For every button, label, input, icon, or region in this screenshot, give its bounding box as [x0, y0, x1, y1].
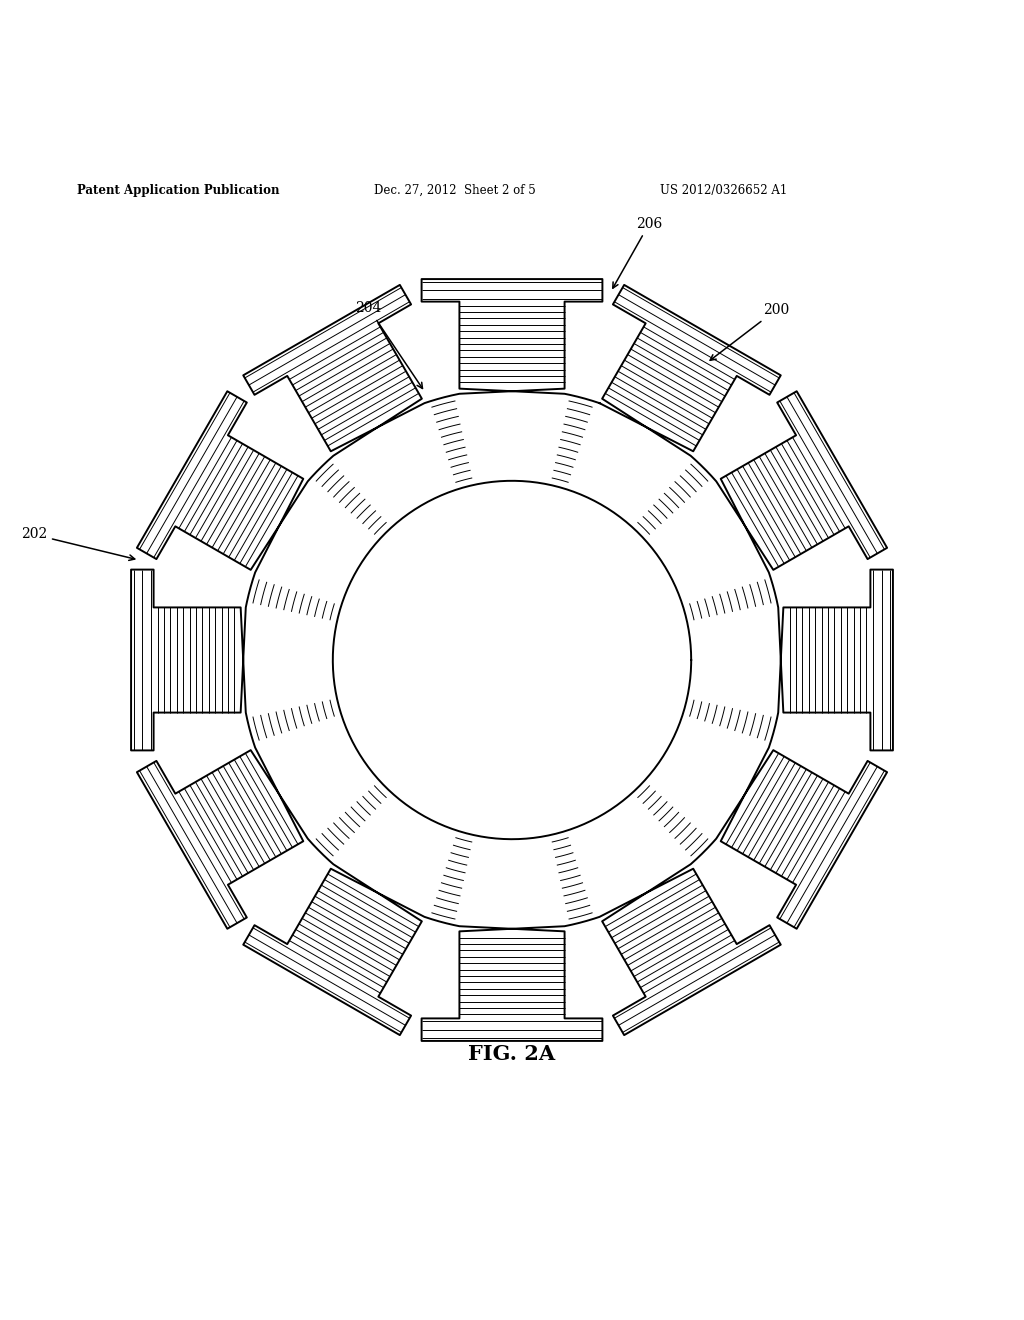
Text: Dec. 27, 2012  Sheet 2 of 5: Dec. 27, 2012 Sheet 2 of 5 [374, 183, 536, 197]
Text: US 2012/0326652 A1: US 2012/0326652 A1 [660, 183, 787, 197]
Text: 202: 202 [20, 528, 135, 561]
Text: FIG. 2A: FIG. 2A [468, 1044, 556, 1064]
Polygon shape [333, 480, 691, 840]
Text: Patent Application Publication: Patent Application Publication [77, 183, 280, 197]
Text: 200: 200 [710, 304, 790, 360]
Polygon shape [131, 279, 893, 1041]
Text: 204: 204 [355, 301, 423, 388]
Text: 206: 206 [612, 216, 663, 288]
